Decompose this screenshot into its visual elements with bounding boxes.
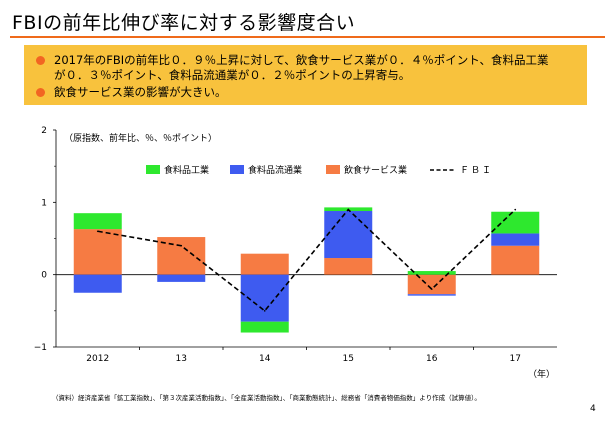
x-tick-label: 13	[176, 354, 187, 364]
bar-segment	[73, 229, 122, 275]
x-tick-label: 14	[259, 354, 271, 364]
legend-label: 食料品流通業	[248, 164, 302, 176]
fbi-contribution-chart: （原指数、前年比、％、％ポイント） 食料品工業 食料品流通業 飲食サービス業 ＦＢＩ …	[34, 126, 557, 380]
legend-swatch	[146, 165, 160, 174]
bar-segment	[491, 245, 540, 275]
legend-label: 食料品工業	[164, 164, 209, 176]
legend-label: ＦＢＩ	[460, 166, 493, 176]
bullet-dot-icon	[36, 56, 45, 65]
chart-unit-note: （原指数、前年比、％、％ポイント）	[64, 132, 217, 144]
legend-swatch	[326, 165, 340, 174]
summary-callout: 2017年のFBIの前年比０．９％上昇に対して、飲食サービス業が０．４％ポイント…	[24, 45, 587, 105]
x-tick-label: 15	[343, 354, 354, 364]
title-underline	[10, 36, 605, 38]
y-tick-label: −1	[34, 343, 47, 353]
chart-axes: 2 1 0 −1 2012 13 14 15 16 17 （年）	[34, 126, 557, 380]
bar-segment	[407, 274, 456, 295]
fbi-line-path	[97, 208, 516, 312]
chart-legend: 食料品工業 食料品流通業 飲食サービス業 ＦＢＩ	[146, 164, 493, 176]
fbi-point	[514, 208, 517, 211]
source-note: （資料）経済産業省「鉱工業指数」、「第３次産業活動指数」、「全産業活動指数」、「…	[52, 394, 481, 402]
chart-bars	[73, 207, 540, 333]
legend-swatch	[230, 165, 244, 174]
y-tick-label: 2	[41, 126, 47, 136]
bar-segment	[324, 211, 373, 259]
bar-segment	[73, 274, 122, 293]
x-tick-label: 17	[510, 354, 521, 364]
y-tick-label: 1	[41, 198, 47, 208]
chart-fbi-line	[96, 208, 517, 312]
x-tick-label: 2012	[86, 354, 109, 364]
bar-segment	[491, 211, 540, 234]
fbi-point	[347, 208, 350, 211]
bar-segment	[73, 213, 122, 230]
bar-segment	[324, 258, 373, 275]
y-tick-label: 0	[41, 271, 47, 281]
bar-segment	[491, 233, 540, 246]
bar-segment	[407, 294, 456, 296]
summary-bullet-1-text: 2017年のFBIの前年比０．９％上昇に対して、飲食サービス業が０．４％ポイント…	[54, 53, 549, 82]
x-tick-label: 16	[426, 354, 438, 364]
slide-title: FBIの前年比伸び率に対する影響度合い	[12, 12, 356, 34]
legend-label: 飲食サービス業	[344, 164, 407, 176]
fbi-point	[180, 244, 183, 247]
bar-segment	[157, 274, 206, 282]
x-axis-year-suffix: （年）	[528, 368, 555, 380]
fbi-point	[430, 288, 433, 290]
bar-segment	[240, 321, 289, 333]
bullet-dot-icon	[36, 88, 45, 97]
fbi-point	[96, 230, 99, 233]
page-number: 4	[590, 404, 596, 414]
bar-segment	[240, 253, 289, 275]
fbi-point	[263, 310, 266, 312]
bar-segment	[407, 271, 456, 275]
summary-bullet-2-text: 飲食サービス業の影響が大きい。	[54, 85, 227, 99]
